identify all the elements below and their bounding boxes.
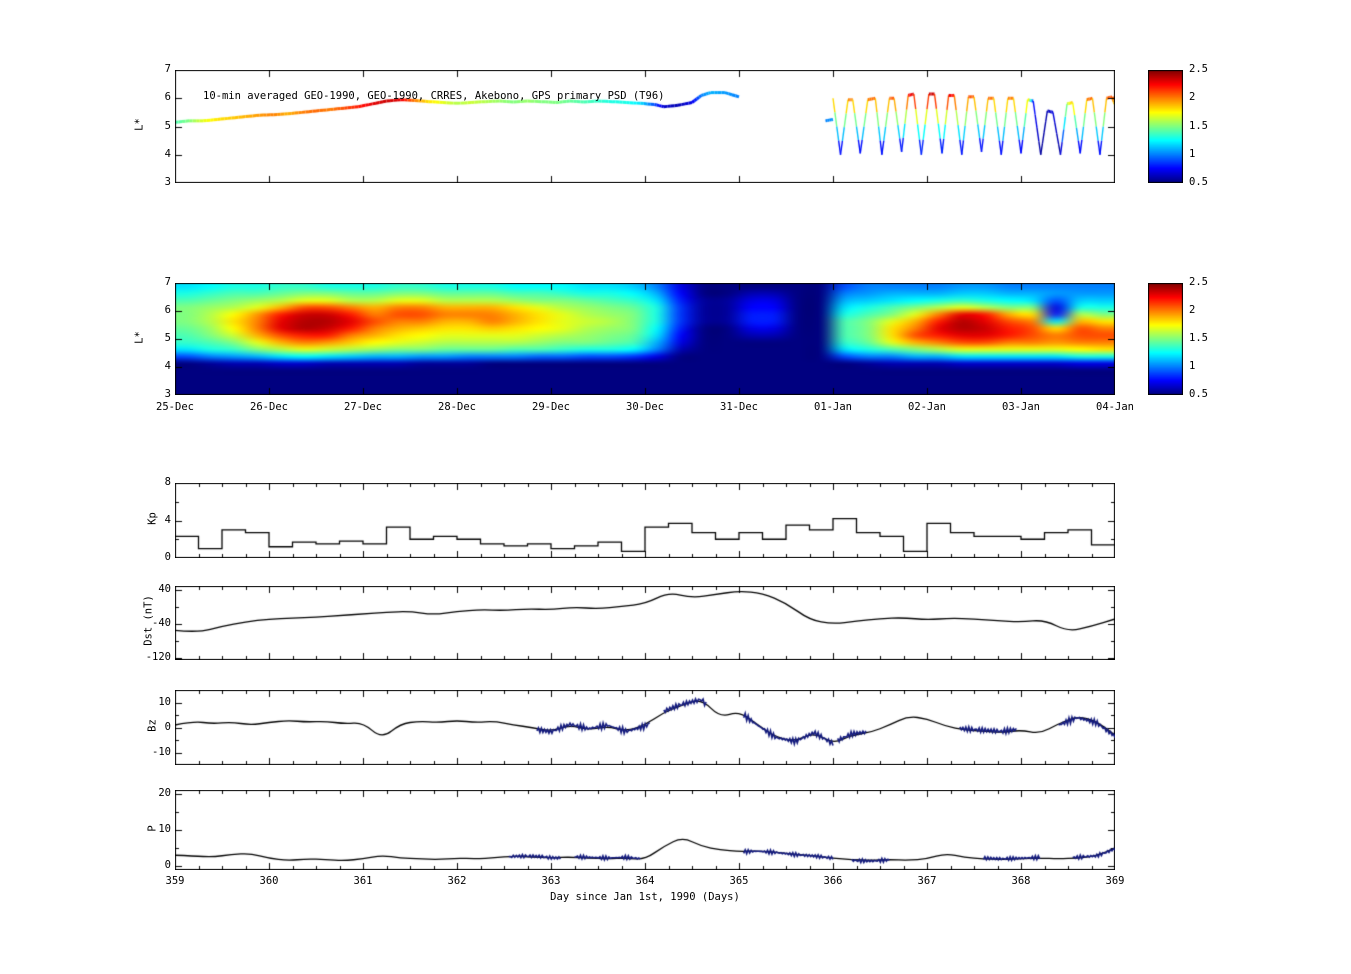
- x-tick-label: 361: [353, 875, 373, 887]
- y-tick-label: 5: [164, 332, 171, 344]
- date-tick-label: 02-Jan: [908, 401, 946, 413]
- x-tick-label: 364: [635, 875, 655, 887]
- x-tick-label: 363: [541, 875, 561, 887]
- y-tick-label: 6: [164, 91, 171, 104]
- colorbar-tick-label: 1: [1189, 147, 1196, 160]
- y-tick-label: 7: [164, 63, 171, 75]
- y-tick-label: 7: [164, 276, 171, 288]
- y-tick-label: -40: [152, 617, 171, 630]
- y-tick-label: 10: [158, 823, 171, 835]
- y-tick-label: -10: [152, 745, 171, 758]
- date-tick-label: 01-Jan: [814, 401, 852, 413]
- y-tick-label: 0: [164, 551, 171, 563]
- colorbar-tick-label: 0.5: [1189, 176, 1208, 188]
- psd-heatmap-canvas: [175, 283, 1115, 395]
- x-tick-label: 362: [447, 875, 467, 887]
- date-tick-label: 25-Dec: [156, 401, 194, 413]
- colorbar-top-canvas: [1148, 70, 1183, 183]
- x-tick-label: 368: [1011, 875, 1031, 887]
- date-tick-label: 03-Jan: [1002, 401, 1040, 413]
- pressure-plot-canvas: [175, 790, 1115, 870]
- x-tick-label: 367: [917, 875, 937, 887]
- date-tick-label: 28-Dec: [438, 401, 476, 413]
- colorbar-tick-label: 2: [1189, 91, 1196, 104]
- colorbar-tick-label: 0.5: [1189, 388, 1208, 400]
- date-tick-label: 31-Dec: [720, 401, 758, 413]
- y-tick-label: 10: [158, 695, 171, 708]
- date-tick-label: 26-Dec: [250, 401, 288, 413]
- y-tick-label: 20: [158, 786, 171, 799]
- colorbar-tick-label: 2.5: [1189, 276, 1208, 288]
- y-tick-label: 3: [164, 388, 171, 400]
- psd-title: 10-min averaged GEO-1990, GEO-1990, CRRE…: [203, 90, 665, 102]
- x-tick-label: 369: [1105, 875, 1125, 887]
- y-tick-label: 4: [164, 360, 171, 372]
- x-axis-label: Day since Jan 1st, 1990 (Days): [550, 891, 740, 903]
- y-tick-label: 6: [164, 304, 171, 316]
- colorbar-tick-label: 2: [1189, 304, 1196, 316]
- kp-plot-canvas: [175, 483, 1115, 558]
- psd-trace-canvas: [175, 70, 1115, 183]
- x-tick-label: 359: [165, 875, 185, 887]
- y-tick-label: -120: [145, 650, 171, 663]
- y-tick-label: 4: [164, 513, 171, 526]
- x-tick-label: 365: [729, 875, 749, 887]
- dst-plot-canvas: [175, 586, 1115, 660]
- y-tick-label: 40: [158, 583, 171, 596]
- y-tick-label: 5: [164, 119, 171, 132]
- y-tick-label: 0: [164, 859, 171, 872]
- date-tick-label: 29-Dec: [532, 401, 570, 413]
- colorbar-tick-label: 2.5: [1189, 63, 1208, 75]
- colorbar-tick-label: 1.5: [1189, 119, 1208, 132]
- x-tick-label: 366: [823, 875, 843, 887]
- y-tick-label: 0: [164, 720, 171, 733]
- bz-plot-canvas: [175, 690, 1115, 765]
- colorbar-tick-label: 1.5: [1189, 332, 1208, 344]
- y-tick-label: 3: [164, 176, 171, 188]
- x-tick-label: 360: [259, 875, 279, 887]
- y-tick-label: 8: [164, 476, 171, 488]
- colorbar-bottom-canvas: [1148, 283, 1183, 395]
- date-tick-label: 04-Jan: [1096, 401, 1134, 413]
- y-tick-label: 4: [164, 147, 171, 160]
- date-tick-label: 27-Dec: [344, 401, 382, 413]
- date-tick-label: 30-Dec: [626, 401, 664, 413]
- colorbar-tick-label: 1: [1189, 360, 1196, 372]
